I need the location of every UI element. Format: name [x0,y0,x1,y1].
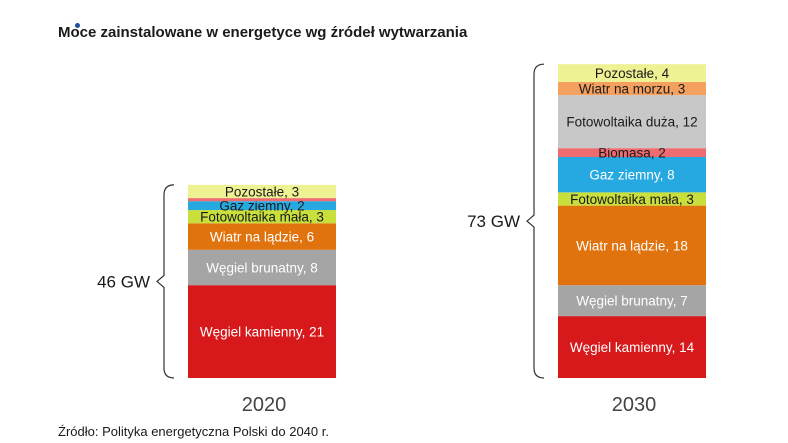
total-label-2020: 46 GW [97,272,150,291]
chart-title: Moce zainstalowane w energetyce wg źróde… [58,24,468,41]
segment-label-gaz-ziemny-2020: Gaz ziemny, 2 [219,199,304,214]
segment-label-fotowoltaika-mala-2020: Fotowoltaika mała, 3 [200,210,324,225]
source-note: Źródło: Polityka energetyczna Polski do … [58,424,329,439]
total-brace-2020 [156,184,175,379]
segment-label-pozostale-2030: Pozostałe, 4 [595,66,670,81]
segment-label-wegiel-kamienny-2020: Węgiel kamienny, 21 [200,325,324,340]
segment-biomasa-2020 [188,198,336,202]
segment-label-gaz-ziemny-2030: Gaz ziemny, 8 [589,168,674,183]
total-label-2030: 73 GW [467,212,520,231]
title-accent-dot [75,23,80,28]
segment-wiatr-na-ladzie-2020 [188,223,336,250]
segment-pozostale-2020 [188,184,336,199]
segment-label-wegiel-brunatny-2030: Węgiel brunatny, 7 [576,294,688,309]
segment-label-wiatr-na-ladzie-2030: Wiatr na lądzie, 18 [576,238,688,253]
category-label-2020: 2020 [242,394,287,416]
bar-2020: Węgiel kamienny, 21 Węgiel brunatny, 8 Wia… [97,184,336,416]
segment-wiatr-na-ladzie-2030 [558,205,706,286]
segment-gaz-ziemny-2030 [558,157,706,193]
bars-layer: Węgiel kamienny, 21 Węgiel brunatny, 8 Wia… [97,63,706,416]
segment-biomasa-2030 [558,148,706,157]
segment-label-pozostale-2020: Pozostałe, 3 [225,184,299,199]
segment-label-wiatr-na-morzu-2030: Wiatr na morzu, 3 [579,81,686,96]
segment-label-wiatr-na-ladzie-2020: Wiatr na lądzie, 6 [210,230,314,245]
segment-wiatr-na-morzu-2030 [558,81,706,96]
segment-label-wegiel-kamienny-2030: Węgiel kamienny, 14 [570,340,695,355]
segment-pozostale-2030 [558,64,706,82]
segment-wegiel-kamienny-2020 [188,285,336,378]
segment-gaz-ziemny-2020 [188,201,336,211]
segment-fotowoltaika-mala-2020 [188,210,336,224]
segment-label-fotowoltaika-mala-2030: Fotowoltaika mała, 3 [570,192,694,207]
segment-wegiel-kamienny-2030 [558,316,706,378]
segment-label-biomasa-2030: Biomasa, 2 [598,146,666,161]
category-label-2030: 2030 [612,394,657,416]
segment-label-wegiel-brunatny-2020: Węgiel brunatny, 8 [206,261,318,276]
segment-wegiel-brunatny-2030 [558,285,706,317]
segment-wegiel-brunatny-2020 [188,249,336,286]
segment-label-fotowoltaika-duza-2030: Fotowoltaika duża, 12 [566,115,697,130]
bar-2030: Węgiel kamienny, 14 Węgiel brunatny, 7 Wia… [467,63,706,416]
total-brace-2030 [526,63,545,379]
segment-fotowoltaika-duza-2030 [558,95,706,149]
segment-fotowoltaika-mala-2030 [558,192,706,206]
